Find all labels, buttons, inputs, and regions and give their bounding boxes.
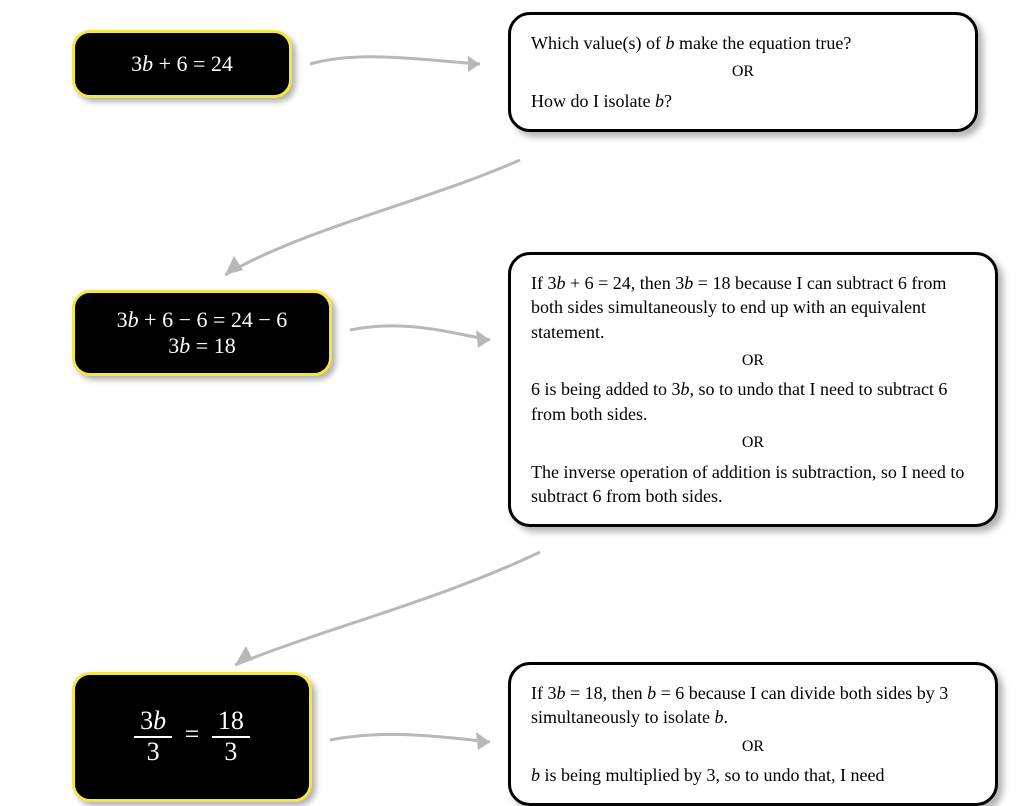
explain-2-p2: 6 is being added to 3b, so to undo that … <box>531 377 975 426</box>
equation-box-2: 3b + 6 − 6 = 24 − 6 3b = 18 <box>72 290 332 376</box>
equation-box-3: 3b 3 = 18 3 <box>72 672 312 802</box>
arrow-2-path <box>225 160 520 275</box>
explain-box-1: Which value(s) of b make the equation tr… <box>508 12 978 132</box>
frac-right-num: 18 <box>212 707 250 736</box>
arrow-1-path <box>310 57 480 64</box>
explain-box-3: If 3b = 18, then b = 6 because I can div… <box>508 662 998 806</box>
equation-1-text: 3b + 6 = 24 <box>131 51 233 77</box>
explain-3-p1: If 3b = 18, then b = 6 because I can div… <box>531 681 975 730</box>
or-label-2b: OR <box>531 432 975 454</box>
arrow-1-head <box>468 56 480 72</box>
arrow-3-head <box>476 330 490 348</box>
equation-2-line2: 3b = 18 <box>168 333 235 359</box>
explain-3-p2: b is being multiplied by 3, so to undo t… <box>531 763 975 787</box>
arrow-3 <box>350 326 490 348</box>
explain-2-p1: If 3b + 6 = 24, then 3b = 18 because I c… <box>531 271 975 344</box>
arrow-1 <box>310 56 480 72</box>
arrow-5-head <box>476 732 490 750</box>
explain-box-2: If 3b + 6 = 24, then 3b = 18 because I c… <box>508 252 998 527</box>
arrow-4-head <box>235 646 253 665</box>
equation-3-frac: 3b 3 = 18 3 <box>128 707 256 766</box>
frac-left-num: 3b <box>134 707 172 736</box>
frac-right-den: 3 <box>212 736 250 767</box>
frac-eq: = <box>185 720 200 749</box>
or-label-1: OR <box>531 61 955 83</box>
or-label-3: OR <box>531 736 975 758</box>
explain-1-line2: How do I isolate b? <box>531 89 955 113</box>
arrow-2 <box>225 160 520 275</box>
arrow-3-path <box>350 326 490 340</box>
arrow-5-path <box>330 734 490 742</box>
arrow-4-path <box>235 552 540 665</box>
or-label-2a: OR <box>531 350 975 372</box>
explain-1-line1: Which value(s) of b make the equation tr… <box>531 31 955 55</box>
arrow-5 <box>330 732 490 750</box>
equation-box-1: 3b + 6 = 24 <box>72 30 292 98</box>
arrow-4 <box>235 552 540 665</box>
equation-2-line1: 3b + 6 − 6 = 24 − 6 <box>117 307 288 333</box>
explain-2-p3: The inverse operation of addition is sub… <box>531 460 975 509</box>
frac-left-den: 3 <box>134 736 172 767</box>
